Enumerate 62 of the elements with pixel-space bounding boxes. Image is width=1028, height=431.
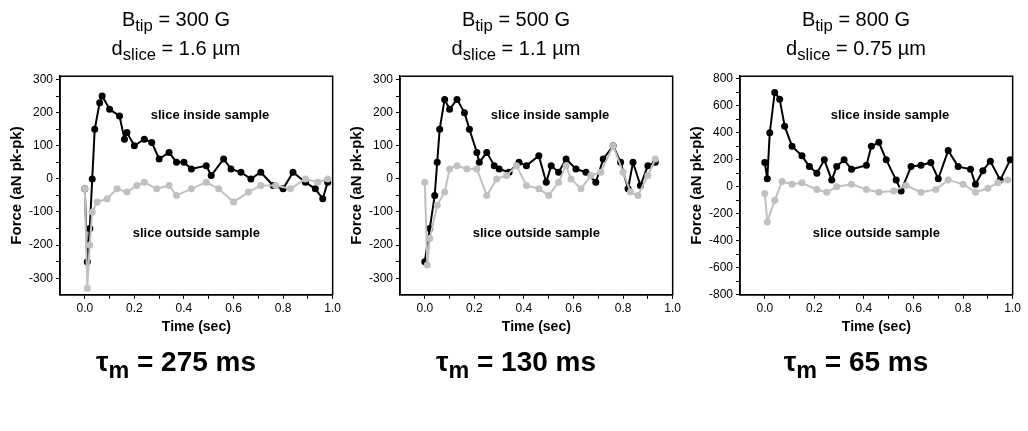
series-label: slice inside sample xyxy=(150,107,270,123)
y-tick-label: 100 xyxy=(32,138,54,153)
x-tick-label: 0.0 xyxy=(756,301,774,316)
y-tick-label: -300 xyxy=(368,270,394,285)
x-tick-label: 0.2 xyxy=(126,301,144,316)
x-tick-label: 1.0 xyxy=(1004,301,1022,316)
x-tick-label: 0.4 xyxy=(175,301,193,316)
chart-subtitle: d$_{slice}$ = 1.6 µm xyxy=(111,37,241,66)
series-label: slice inside sample xyxy=(830,107,950,123)
x-tick-label: 0.6 xyxy=(905,301,923,316)
y-tick-label: -200 xyxy=(368,237,394,252)
x-tick-label: 0.4 xyxy=(855,301,873,316)
y-tick-label: -300 xyxy=(28,270,54,285)
chart-subtitle: d$_{slice}$ = 1.1 µm xyxy=(451,37,581,66)
y-tick-label: 0 xyxy=(726,179,734,194)
chart-title: B$_{tip}$ = 300 G xyxy=(121,8,231,37)
x-tick-label: 0.6 xyxy=(565,301,583,316)
x-tick-label: 0.2 xyxy=(466,301,484,316)
y-tick-label: 200 xyxy=(32,104,54,119)
y-axis-title: Force (aN pk-pk) xyxy=(7,126,25,245)
text: slice outside sample xyxy=(132,225,260,241)
y-tick-label: -800 xyxy=(708,287,734,302)
y-axis-title: Force (aN pk-pk) xyxy=(347,126,365,245)
y-tick-label: -600 xyxy=(708,260,734,275)
x-tick-label: 0.8 xyxy=(614,301,632,316)
x-tick-label: 0.6 xyxy=(225,301,243,316)
x-tick-label: 0.2 xyxy=(806,301,824,316)
y-tick-label: 400 xyxy=(712,125,734,140)
y-tick-label: -100 xyxy=(368,204,394,219)
y-tick-label: 300 xyxy=(32,71,54,86)
y-tick-label: 200 xyxy=(712,152,734,167)
x-axis-title: Time (sec) xyxy=(841,318,911,335)
series-label: slice inside sample xyxy=(490,107,610,123)
y-tick-label: 0 xyxy=(46,171,54,186)
y-tick-label: -200 xyxy=(708,206,734,221)
text: τ$_{m}$ = 275 ms xyxy=(95,346,257,384)
x-axis-title: Time (sec) xyxy=(501,318,571,335)
chart-subtitle: d$_{slice}$ = 0.75 µm xyxy=(786,37,926,66)
x-tick-label: 0.0 xyxy=(416,301,434,316)
y-tick-label: -200 xyxy=(28,237,54,252)
y-tick-label: -100 xyxy=(28,204,54,219)
x-tick-label: 1.0 xyxy=(664,301,682,316)
x-axis-title: Time (sec) xyxy=(161,318,231,335)
y-tick-label: -400 xyxy=(708,233,734,248)
chart-title: B$_{tip}$ = 500 G xyxy=(461,8,571,37)
x-tick-label: 0.8 xyxy=(954,301,972,316)
y-axis-title: Force (aN pk-pk) xyxy=(687,126,705,245)
y-tick-label: 800 xyxy=(712,71,734,86)
text: τ$_{m}$ = 130 ms xyxy=(435,346,597,384)
text: τ$_{m}$ = 65 ms xyxy=(783,346,929,384)
text: slice outside sample xyxy=(812,225,940,241)
x-tick-label: 0.8 xyxy=(274,301,292,316)
x-tick-label: 0.4 xyxy=(515,301,533,316)
y-tick-label: 600 xyxy=(712,98,734,113)
x-tick-label: 1.0 xyxy=(324,301,342,316)
text: slice outside sample xyxy=(472,225,600,241)
x-tick-label: 0.0 xyxy=(76,301,94,316)
y-tick-label: 300 xyxy=(372,71,394,86)
y-tick-label: 0 xyxy=(386,171,394,186)
y-tick-label: 200 xyxy=(372,104,394,119)
chart-title: B$_{tip}$ = 800 G xyxy=(801,8,911,37)
y-tick-label: 100 xyxy=(372,138,394,153)
